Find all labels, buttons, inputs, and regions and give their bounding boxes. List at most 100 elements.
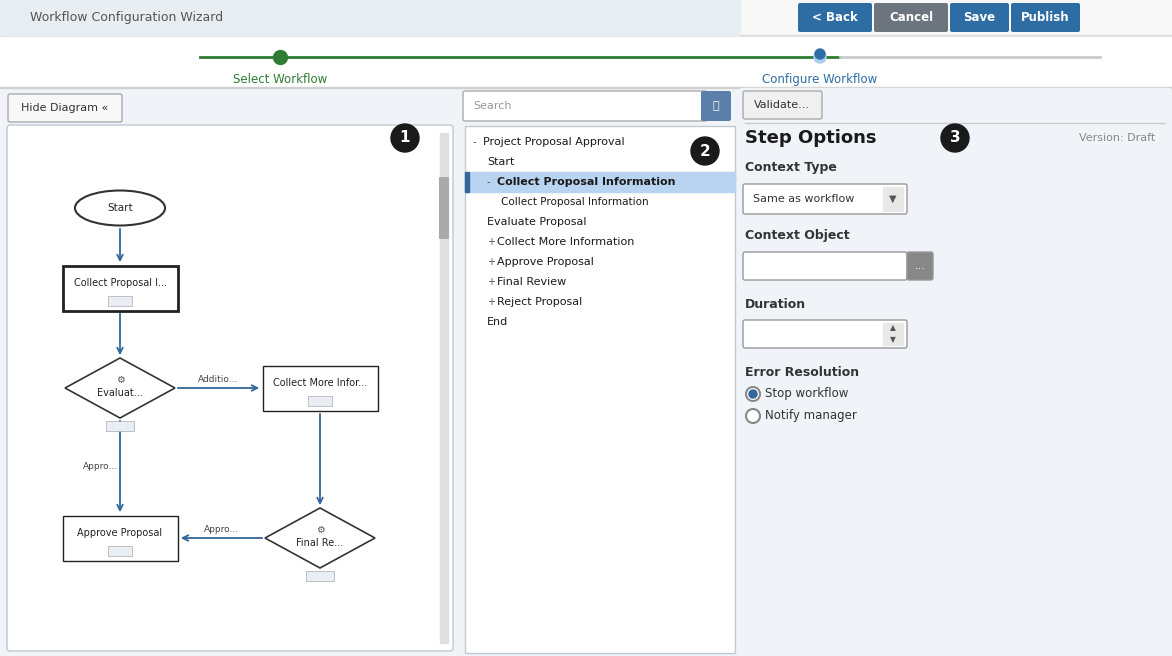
- Text: Collect Proposal Information: Collect Proposal Information: [500, 197, 648, 207]
- Text: Collect Proposal Information: Collect Proposal Information: [497, 177, 675, 187]
- FancyBboxPatch shape: [105, 421, 134, 431]
- Text: Start: Start: [107, 203, 132, 213]
- Text: Save: Save: [963, 11, 995, 24]
- Bar: [883, 323, 902, 334]
- Circle shape: [691, 137, 718, 165]
- Text: Publish: Publish: [1021, 11, 1070, 24]
- Text: Version: Draft: Version: Draft: [1078, 133, 1154, 143]
- FancyBboxPatch shape: [306, 571, 334, 581]
- Circle shape: [815, 49, 825, 59]
- FancyBboxPatch shape: [8, 94, 122, 122]
- FancyBboxPatch shape: [798, 3, 872, 32]
- Text: Stop workflow: Stop workflow: [765, 388, 849, 401]
- Text: ⚙: ⚙: [116, 375, 124, 385]
- Text: End: End: [488, 317, 509, 327]
- Text: Project Proposal Approval: Project Proposal Approval: [483, 137, 625, 147]
- Text: Search: Search: [473, 101, 511, 111]
- Bar: [883, 187, 902, 211]
- Text: Context Object: Context Object: [745, 230, 850, 243]
- Bar: [0, 87, 1172, 88]
- FancyBboxPatch shape: [7, 125, 454, 651]
- Text: Context Type: Context Type: [745, 161, 837, 174]
- Text: +: +: [488, 277, 495, 287]
- Bar: [440, 133, 448, 643]
- FancyBboxPatch shape: [701, 91, 731, 121]
- FancyBboxPatch shape: [743, 91, 822, 119]
- Text: Reject Proposal: Reject Proposal: [497, 297, 582, 307]
- Text: Collect More Infor...: Collect More Infor...: [273, 378, 367, 388]
- Text: Evaluat...: Evaluat...: [97, 388, 143, 398]
- FancyBboxPatch shape: [743, 320, 907, 348]
- FancyBboxPatch shape: [62, 516, 177, 560]
- Text: Final Re...: Final Re...: [297, 538, 343, 548]
- Text: Appro...: Appro...: [204, 525, 239, 535]
- Text: -: -: [488, 177, 491, 187]
- FancyBboxPatch shape: [907, 252, 933, 280]
- Text: ▲: ▲: [890, 323, 895, 333]
- Text: +: +: [488, 237, 495, 247]
- Text: Select Workflow: Select Workflow: [233, 73, 327, 86]
- Text: Validate...: Validate...: [754, 100, 810, 110]
- FancyBboxPatch shape: [950, 3, 1009, 32]
- FancyBboxPatch shape: [108, 546, 132, 556]
- Bar: [0, 37, 1172, 87]
- Text: 🔍: 🔍: [713, 101, 720, 111]
- Bar: [740, 88, 1170, 653]
- Text: +: +: [488, 297, 495, 307]
- Text: Workflow Configuration Wizard: Workflow Configuration Wizard: [30, 10, 223, 24]
- Polygon shape: [64, 358, 175, 418]
- Bar: [883, 335, 902, 345]
- Bar: [0, 35, 1172, 37]
- FancyBboxPatch shape: [465, 126, 735, 653]
- Text: Approve Proposal: Approve Proposal: [497, 257, 594, 267]
- Text: 2: 2: [700, 144, 710, 159]
- FancyBboxPatch shape: [263, 365, 377, 411]
- Circle shape: [749, 390, 757, 398]
- Polygon shape: [265, 508, 375, 568]
- Circle shape: [747, 387, 759, 401]
- FancyBboxPatch shape: [874, 3, 948, 32]
- FancyBboxPatch shape: [743, 184, 907, 214]
- Circle shape: [941, 124, 969, 152]
- Text: Collect More Information: Collect More Information: [497, 237, 634, 247]
- Text: Additio...: Additio...: [198, 375, 239, 384]
- Circle shape: [815, 51, 826, 63]
- Text: Appro...: Appro...: [82, 462, 117, 471]
- FancyBboxPatch shape: [62, 266, 177, 310]
- FancyBboxPatch shape: [308, 396, 332, 406]
- Text: Error Resolution: Error Resolution: [745, 365, 859, 379]
- FancyBboxPatch shape: [108, 296, 132, 306]
- Circle shape: [391, 124, 420, 152]
- Text: ▼: ▼: [890, 335, 895, 344]
- Bar: [0, 0, 740, 35]
- FancyBboxPatch shape: [440, 177, 449, 239]
- Text: ...: ...: [914, 261, 926, 271]
- Text: ⚙: ⚙: [315, 525, 325, 535]
- Text: Evaluate Proposal: Evaluate Proposal: [488, 217, 586, 227]
- Text: Configure Workflow: Configure Workflow: [762, 73, 878, 86]
- FancyBboxPatch shape: [463, 91, 707, 121]
- Text: Same as workflow: Same as workflow: [752, 194, 854, 204]
- Text: Start: Start: [488, 157, 515, 167]
- Text: Duration: Duration: [745, 298, 806, 310]
- Text: Hide Diagram «: Hide Diagram «: [21, 103, 109, 113]
- Text: Approve Proposal: Approve Proposal: [77, 528, 163, 538]
- FancyBboxPatch shape: [743, 252, 907, 280]
- Text: Notify manager: Notify manager: [765, 409, 857, 422]
- Text: Cancel: Cancel: [888, 11, 933, 24]
- Circle shape: [747, 409, 759, 423]
- Text: +: +: [488, 257, 495, 267]
- Text: ▼: ▼: [890, 194, 897, 204]
- FancyBboxPatch shape: [1011, 3, 1081, 32]
- Text: 3: 3: [949, 131, 960, 146]
- Text: Collect Proposal I...: Collect Proposal I...: [74, 278, 166, 288]
- Bar: [465, 172, 735, 192]
- Text: Final Review: Final Review: [497, 277, 566, 287]
- Bar: [0, 0, 1172, 35]
- Text: Step Options: Step Options: [745, 129, 877, 147]
- Text: < Back: < Back: [812, 11, 858, 24]
- Bar: [465, 172, 469, 192]
- Text: -: -: [473, 137, 477, 147]
- Ellipse shape: [75, 190, 165, 226]
- Text: 1: 1: [400, 131, 410, 146]
